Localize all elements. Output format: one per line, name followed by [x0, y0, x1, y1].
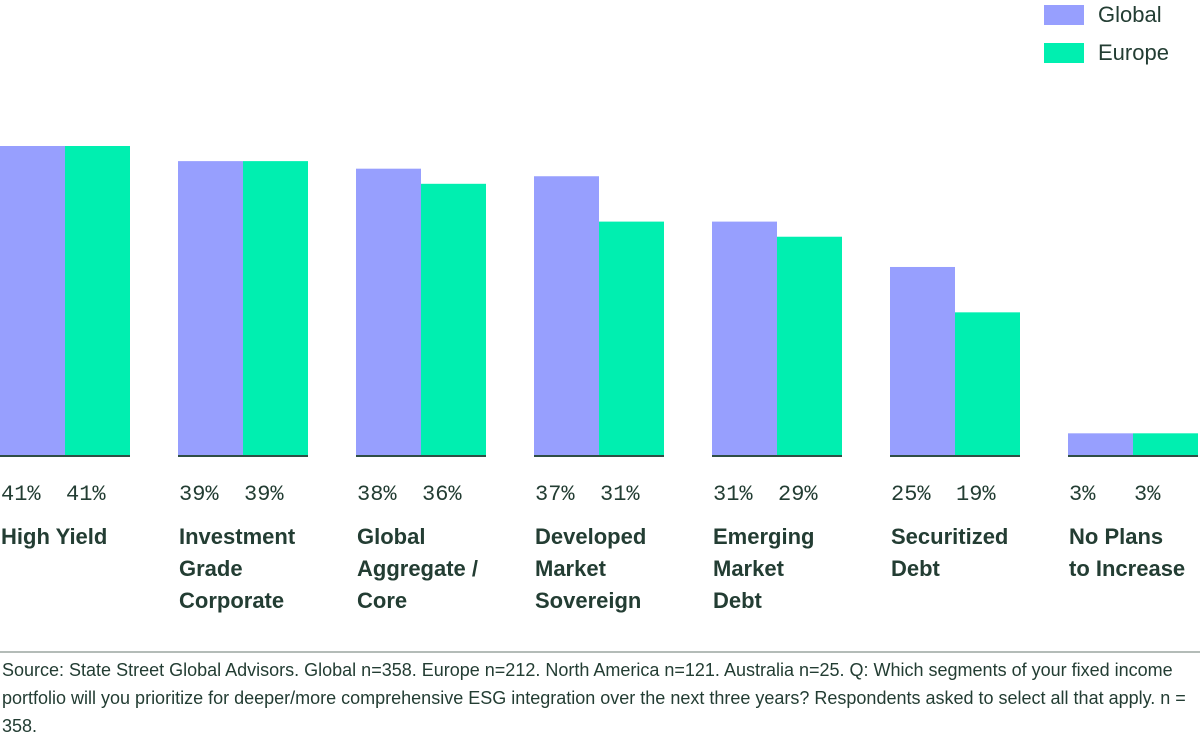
legend-swatch-global [1044, 5, 1084, 25]
legend-swatch-europe [1044, 43, 1084, 63]
value-label-europe: 29% [778, 482, 818, 507]
bar-global [178, 161, 243, 456]
category-label: Emerging [713, 524, 814, 549]
category-label: Market [535, 556, 607, 581]
bar-europe [1133, 433, 1198, 456]
category-label: Debt [713, 588, 763, 613]
bar-global [1068, 433, 1133, 456]
category-label: Market [713, 556, 785, 581]
bar-europe [65, 146, 130, 456]
baseline [178, 455, 308, 457]
bar-group: 41% 41% High Yield [0, 146, 130, 549]
baseline [356, 455, 486, 457]
baseline [534, 455, 664, 457]
baseline [1068, 455, 1198, 457]
bar-global [0, 146, 65, 456]
bar-europe [777, 236, 842, 456]
value-label-global: 3% [1069, 482, 1096, 507]
bar-europe [421, 183, 486, 456]
category-label: Corporate [179, 588, 284, 613]
category-label: Securitized [891, 524, 1008, 549]
baseline [712, 455, 842, 457]
bar-europe [243, 161, 308, 456]
category-label: Grade [179, 556, 243, 581]
bar-group: 37% 31% Developed Market Sovereign [534, 176, 664, 613]
bar-group: 25% 19% Securitized Debt [890, 266, 1020, 581]
value-label-europe: 31% [600, 482, 640, 507]
bar-chart: 41% 41% High Yield 39% 39% Investment Grade Cor… [0, 146, 1198, 613]
bar-group: 39% 39% Investment Grade Corporate [178, 161, 308, 613]
category-label: No Plans [1069, 524, 1163, 549]
value-label-europe: 39% [244, 482, 284, 507]
legend-label-global: Global [1098, 2, 1162, 27]
category-label: Investment [179, 524, 296, 549]
bar-europe [599, 221, 664, 456]
category-label: Debt [891, 556, 941, 581]
value-label-global: 31% [713, 482, 753, 507]
bar-global [890, 266, 955, 456]
legend-label-europe: Europe [1098, 40, 1169, 65]
bar-global [712, 221, 777, 456]
bar-global [356, 168, 421, 456]
value-label-global: 25% [891, 482, 931, 507]
value-label-global: 41% [1, 482, 41, 507]
value-label-global: 39% [179, 482, 219, 507]
value-label-europe: 41% [66, 482, 106, 507]
value-label-europe: 19% [956, 482, 996, 507]
value-label-europe: 3% [1134, 482, 1161, 507]
footer-divider [0, 651, 1200, 653]
baseline [0, 455, 130, 457]
bar-group: 31% 29% Emerging Market Debt [712, 221, 842, 613]
category-label: Global [357, 524, 425, 549]
bar-group: 3% 3% No Plans to Increase [1068, 433, 1198, 581]
source-note: Source: State Street Global Advisors. Gl… [2, 660, 1186, 736]
category-label: High Yield [1, 524, 107, 549]
category-label: Sovereign [535, 588, 641, 613]
category-label: to Increase [1069, 556, 1185, 581]
baseline [890, 455, 1020, 457]
value-label-global: 38% [357, 482, 397, 507]
value-label-europe: 36% [422, 482, 462, 507]
bar-global [534, 176, 599, 456]
category-label: Aggregate / [357, 556, 478, 581]
bar-group: 38% 36% Global Aggregate / Core [356, 168, 486, 613]
category-label: Core [357, 588, 407, 613]
bar-europe [955, 312, 1020, 456]
category-label: Developed [535, 524, 646, 549]
value-label-global: 37% [535, 482, 575, 507]
